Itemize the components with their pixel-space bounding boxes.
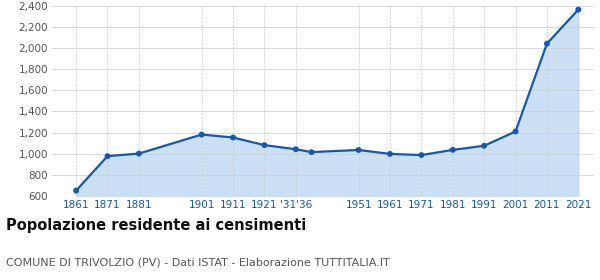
Point: [228, 135, 238, 140]
Point: [307, 150, 316, 154]
Point: [416, 153, 426, 157]
Point: [448, 148, 458, 152]
Point: [542, 41, 552, 46]
Point: [574, 7, 583, 12]
Point: [291, 147, 301, 151]
Point: [134, 151, 143, 156]
Point: [511, 129, 520, 134]
Point: [385, 152, 395, 156]
Point: [260, 143, 269, 147]
Point: [71, 188, 81, 193]
Point: [479, 144, 489, 148]
Point: [197, 132, 206, 137]
Point: [103, 154, 112, 158]
Text: COMUNE DI TRIVOLZIO (PV) - Dati ISTAT - Elaborazione TUTTITALIA.IT: COMUNE DI TRIVOLZIO (PV) - Dati ISTAT - …: [6, 258, 390, 268]
Point: [354, 148, 364, 152]
Text: Popolazione residente ai censimenti: Popolazione residente ai censimenti: [6, 218, 306, 234]
